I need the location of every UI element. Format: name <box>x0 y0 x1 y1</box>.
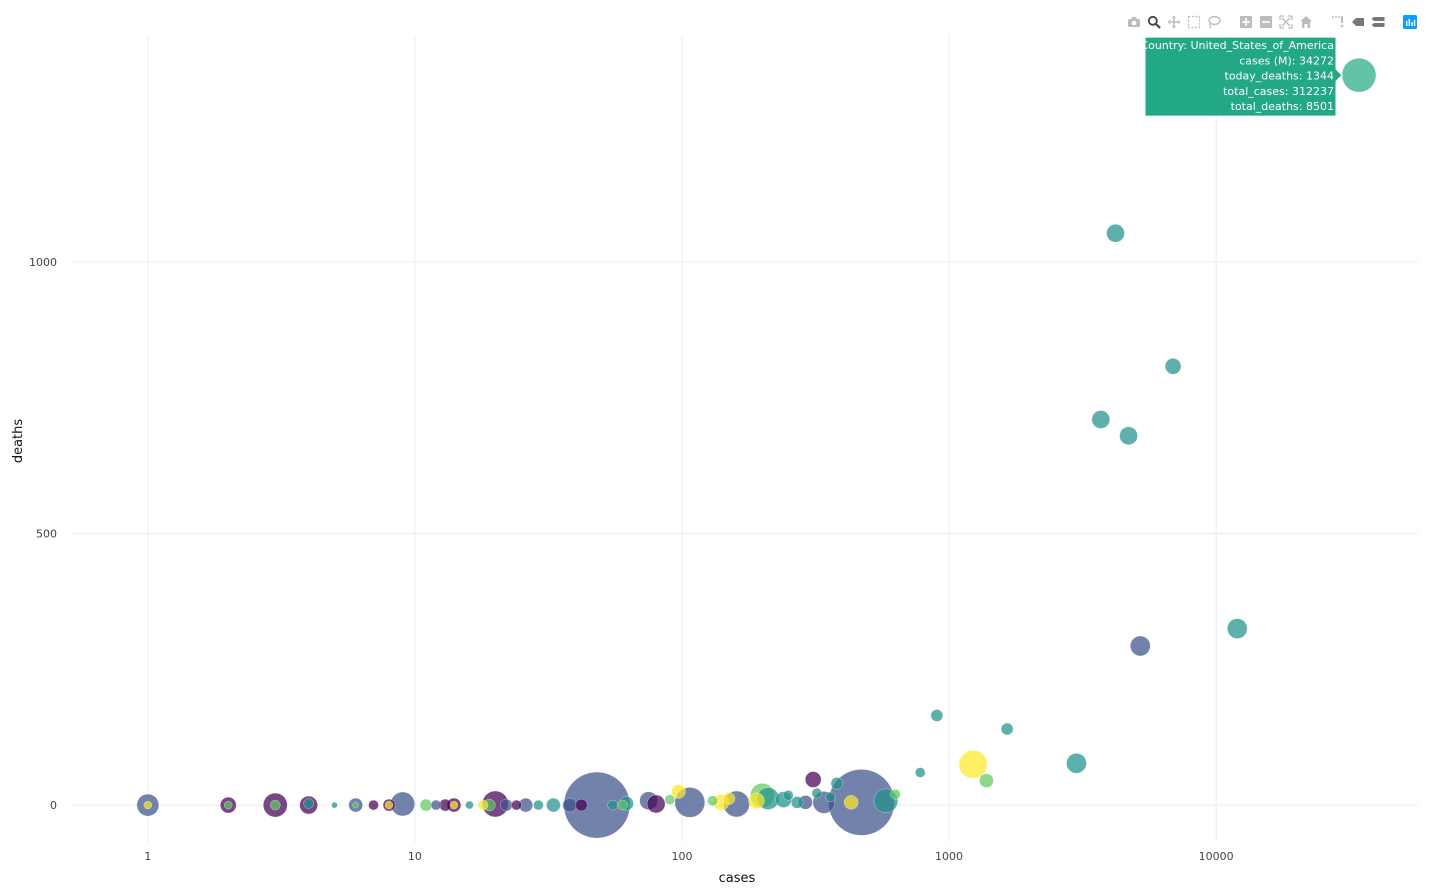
x-tick-label: 10 <box>408 850 422 863</box>
modebar-group <box>1124 12 1224 32</box>
x-tick-label: 1 <box>144 850 151 863</box>
camera-icon[interactable] <box>1124 12 1144 32</box>
data-point[interactable] <box>617 799 628 811</box>
data-point[interactable] <box>825 791 836 803</box>
data-point[interactable] <box>890 788 901 800</box>
toggle-spike-lines-icon[interactable] <box>1328 12 1348 32</box>
data-point[interactable] <box>546 797 561 813</box>
modebar <box>1112 12 1420 32</box>
data-point[interactable] <box>979 773 994 788</box>
data-point[interactable] <box>368 799 379 811</box>
lasso-select-icon[interactable] <box>1204 12 1224 32</box>
plotly-logo-icon[interactable] <box>1400 12 1420 32</box>
zoom-out-icon[interactable] <box>1256 12 1276 32</box>
show-closest-hover-icon[interactable] <box>1348 12 1368 32</box>
data-point[interactable] <box>1066 753 1087 774</box>
data-point[interactable] <box>1106 223 1125 243</box>
data-point[interactable] <box>958 750 988 779</box>
data-point[interactable] <box>477 799 489 811</box>
data-point[interactable] <box>1000 722 1014 736</box>
data-point[interactable] <box>430 799 442 811</box>
y-tick-label: 1000 <box>29 256 57 269</box>
hover-line: Country: United_States_of_America <box>1140 39 1334 52</box>
y-axis-title: deaths <box>11 419 26 464</box>
data-point[interactable] <box>449 800 459 810</box>
data-point[interactable] <box>783 790 794 801</box>
data-point[interactable] <box>748 792 765 809</box>
data-point[interactable] <box>811 787 823 799</box>
hover-line: cases (M): 34272 <box>1239 54 1334 67</box>
data-point[interactable] <box>930 709 944 722</box>
data-point[interactable] <box>707 795 718 806</box>
hover-line: today_deaths: 1344 <box>1225 70 1334 83</box>
data-point[interactable] <box>384 800 394 810</box>
data-point[interactable] <box>671 784 686 799</box>
data-point[interactable] <box>143 800 153 810</box>
data-point[interactable] <box>562 797 578 813</box>
hover-line: total_cases: 312237 <box>1223 85 1334 98</box>
gridlines <box>72 35 1418 842</box>
x-axis-title: cases <box>719 871 756 886</box>
data-point[interactable] <box>575 798 588 812</box>
data-point[interactable] <box>1227 618 1248 639</box>
y-tick-labels: 0 500 1000 <box>29 256 57 812</box>
x-tick-label: 100 <box>671 850 692 863</box>
reset-axes-icon[interactable] <box>1296 12 1316 32</box>
hover-line: total_deaths: 8501 <box>1231 100 1334 113</box>
data-point[interactable] <box>1130 635 1151 657</box>
x-tick-label: 1000 <box>935 850 963 863</box>
autoscale-icon[interactable] <box>1276 12 1296 32</box>
data-point[interactable] <box>1091 410 1111 429</box>
pan-icon[interactable] <box>1164 12 1184 32</box>
y-tick-label: 0 <box>50 799 57 812</box>
data-point[interactable] <box>500 798 513 812</box>
data-point[interactable] <box>1341 57 1377 93</box>
data-point[interactable] <box>843 795 859 810</box>
data-point[interactable] <box>465 800 474 810</box>
compare-hover-icon[interactable] <box>1368 12 1388 32</box>
data-point[interactable] <box>1164 358 1182 375</box>
x-tick-labels: 1 10 100 1000 10000 <box>144 850 1233 863</box>
data-point[interactable] <box>511 799 522 811</box>
y-tick-label: 500 <box>36 528 57 541</box>
data-point[interactable] <box>607 799 618 811</box>
x-tick-label: 10000 <box>1199 850 1234 863</box>
zoom-in-icon[interactable] <box>1236 12 1256 32</box>
modebar-group <box>1328 12 1388 32</box>
data-points[interactable] <box>136 57 1377 839</box>
modebar-group <box>1400 12 1420 32</box>
data-point[interactable] <box>223 800 233 810</box>
data-point[interactable] <box>804 771 822 788</box>
data-point[interactable] <box>722 792 736 805</box>
data-point[interactable] <box>1119 426 1138 446</box>
data-point[interactable] <box>303 798 314 809</box>
box-select-icon[interactable] <box>1184 12 1204 32</box>
data-point[interactable] <box>331 801 338 809</box>
data-point[interactable] <box>352 801 359 809</box>
data-point[interactable] <box>533 799 544 811</box>
modebar-group <box>1236 12 1316 32</box>
data-point[interactable] <box>830 777 844 790</box>
data-point[interactable] <box>270 799 281 811</box>
data-point[interactable] <box>914 767 926 778</box>
hover-box <box>1144 36 1343 117</box>
data-point[interactable] <box>790 796 804 809</box>
zoom-icon[interactable] <box>1144 12 1164 32</box>
data-point[interactable] <box>664 794 676 805</box>
data-point[interactable] <box>419 798 433 812</box>
data-point[interactable] <box>646 794 666 814</box>
